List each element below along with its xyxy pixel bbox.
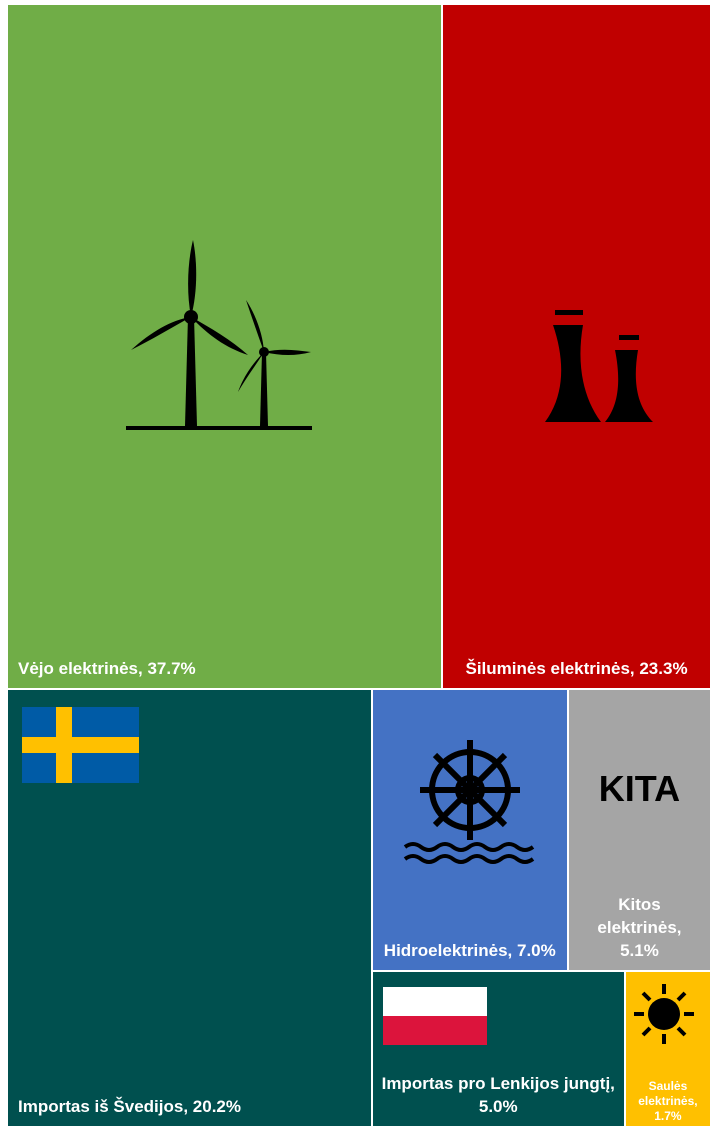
icon-shape [633,983,694,1044]
tile-icon [633,983,694,1044]
treemap-tile: Importas pro Lenkijos jungtį, 5.0% [371,970,625,1127]
icon-shape [618,335,639,340]
icon-shape [633,983,694,1044]
icon-shape [237,352,264,392]
icon-shape [382,1015,487,1045]
tile-label: Hidroelektrinės, 7.0% [383,940,556,960]
treemap-tile: Importas iš Švedijos, 20.2% [7,689,372,1127]
tile-label: Importas pro Lenkijos jungtį, 5.0% [381,1073,615,1116]
icon-shape [22,737,139,754]
treemap-tile: Saulės elektrinės, 1.7% [624,970,710,1127]
treemap-tile: Šiluminės elektrinės, 23.3% [442,4,710,690]
tile-icon [404,740,535,865]
tile-icon [125,240,312,430]
icon-shape [420,740,521,841]
tile-label: Kitos elektrinės, 5.1% [597,894,682,960]
tile-icon [544,310,653,422]
icon-shape [382,986,487,1016]
icon-shape [259,352,268,426]
icon-shape [130,317,191,350]
icon-shape [647,997,680,1030]
icon-shape [184,316,197,426]
icon-shape [544,325,601,422]
icon-shape [404,740,535,865]
icon-shape [125,426,312,430]
tile-icon [22,707,139,784]
treemap-tile: KITA Kitos elektrinės, 5.1% [567,689,710,971]
icon-shape [554,310,583,315]
icon-shape [190,317,248,355]
icon-shape [404,854,535,865]
tile-label: Saulės elektrinės, 1.7% [638,1078,698,1123]
icon-shape [263,349,311,355]
treemap-tile: Hidroelektrinės, 7.0% [371,689,568,971]
tile-icon [382,986,487,1045]
icon-shape [187,240,196,317]
icon-shape [245,300,264,352]
icon-shape [404,842,535,853]
tile-label: Šiluminės elektrinės, 23.3% [465,659,688,679]
tile-label: Importas iš Švedijos, 20.2% [18,1096,241,1116]
icon-text: KITA [598,768,681,810]
tile-label: Vėjo elektrinės, 37.7% [18,659,196,679]
icon-shape [604,350,653,422]
treemap-tile: Vėjo elektrinės, 37.7% [7,4,443,690]
